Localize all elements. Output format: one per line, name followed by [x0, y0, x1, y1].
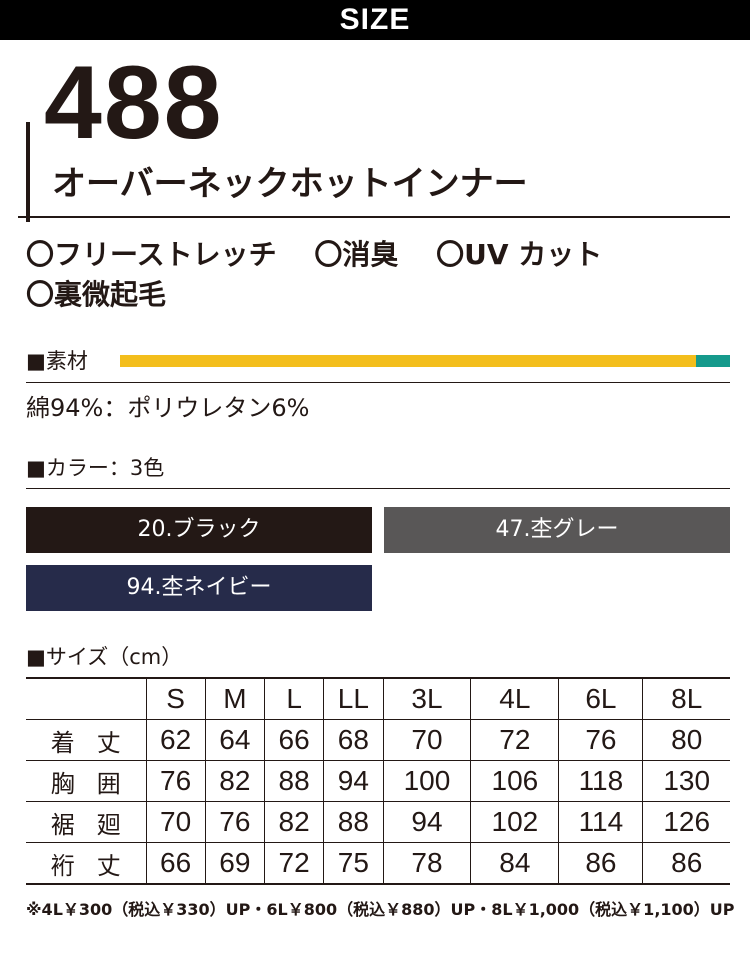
color-divider: [26, 488, 730, 489]
table-row: 胸囲 76 82 88 94 100 106 118 130: [26, 760, 730, 802]
table-cell: 75: [323, 842, 384, 885]
table-row: 裄丈 66 69 72 75 78 84 86 86: [26, 842, 730, 885]
table-cell: 76: [204, 801, 266, 843]
model-number: 488: [44, 45, 224, 161]
table-row: 裾廻 70 76 82 88 94 102 114 126: [26, 801, 730, 843]
table-cell: 106: [470, 760, 560, 802]
size-col-header: S: [145, 677, 206, 720]
size-col-header: 8L: [642, 677, 730, 720]
table-cell: 86: [642, 842, 730, 885]
feature-item: 〇フリーストレッチ: [26, 238, 277, 271]
size-header-bar: SIZE: [0, 0, 750, 40]
table-cell: 82: [204, 760, 266, 802]
table-cell: 130: [642, 760, 730, 802]
feature-row: 〇裏微起毛: [26, 276, 726, 316]
title-vertical-rule: [26, 122, 30, 222]
size-header-row: S M L LL 3L 4L 6L 8L: [26, 677, 730, 720]
size-col-header: 3L: [382, 677, 472, 720]
table-cell: 70: [145, 801, 206, 843]
material-text: 綿94%：ポリウレタン6%: [26, 394, 310, 422]
table-cell: 102: [470, 801, 560, 843]
table-cell: 94: [382, 801, 472, 843]
table-cell: 84: [470, 842, 560, 885]
table-cell: 76: [558, 719, 644, 761]
product-name: オーバーネックホットインナー: [52, 164, 528, 204]
table-cell: 69: [204, 842, 266, 885]
color-heading: ■カラー：3色: [26, 456, 165, 480]
table-cell: 86: [558, 842, 644, 885]
table-row: 着丈 62 64 66 68 70 72 76 80: [26, 719, 730, 761]
table-cell: 118: [558, 760, 644, 802]
color-swatch-navy: 94.杢ネイビー: [26, 565, 372, 611]
table-cell: 80: [642, 719, 730, 761]
table-cell: 70: [382, 719, 472, 761]
table-cell: 66: [145, 842, 206, 885]
row-label: 着丈: [26, 719, 147, 761]
material-bar-polyurethane: [696, 355, 730, 367]
feature-item: 〇裏微起毛: [26, 278, 167, 311]
color-swatch-black: 20.ブラック: [26, 507, 372, 553]
material-bar-cotton: [120, 355, 696, 367]
color-swatch-gray: 47.杢グレー: [384, 507, 730, 553]
row-label: 胸囲: [26, 760, 147, 802]
table-cell: 94: [323, 760, 384, 802]
feature-item: 〇消臭: [314, 238, 399, 271]
table-cell: 62: [145, 719, 206, 761]
size-col-header: 6L: [558, 677, 644, 720]
table-cell: 76: [145, 760, 206, 802]
size-table: S M L LL 3L 4L 6L 8L 着丈 62 64 66 68 70 7…: [26, 677, 730, 885]
table-cell: 82: [263, 801, 325, 843]
table-cell: 114: [558, 801, 644, 843]
size-heading: ■サイズ（cm）: [26, 645, 183, 669]
row-label: 裾廻: [26, 801, 147, 843]
material-divider: [26, 382, 730, 383]
table-cell: 68: [323, 719, 384, 761]
table-cell: 100: [382, 760, 472, 802]
size-col-header: L: [263, 677, 325, 720]
table-cell: 88: [323, 801, 384, 843]
size-col-header: 4L: [470, 677, 560, 720]
table-cell: 72: [470, 719, 560, 761]
price-note: ※4L￥300（税込￥330）UP・6L￥800（税込￥880）UP・8L￥1,…: [26, 900, 735, 919]
size-col-header: M: [204, 677, 266, 720]
table-cell: 72: [263, 842, 325, 885]
table-cell: 66: [263, 719, 325, 761]
row-label: 裄丈: [26, 842, 147, 885]
feature-row: 〇フリーストレッチ 〇消臭 〇UV カット: [26, 236, 726, 276]
feature-item: 〇UV カット: [436, 238, 603, 271]
size-col-header: LL: [323, 677, 384, 720]
table-cell: 88: [263, 760, 325, 802]
material-heading: ■素材: [26, 349, 88, 373]
title-horizontal-rule: [18, 216, 730, 218]
table-cell: 78: [382, 842, 472, 885]
feature-list: 〇フリーストレッチ 〇消臭 〇UV カット 〇裏微起毛: [26, 236, 726, 316]
corner-cell: [26, 677, 147, 720]
table-cell: 64: [204, 719, 266, 761]
table-cell: 126: [642, 801, 730, 843]
